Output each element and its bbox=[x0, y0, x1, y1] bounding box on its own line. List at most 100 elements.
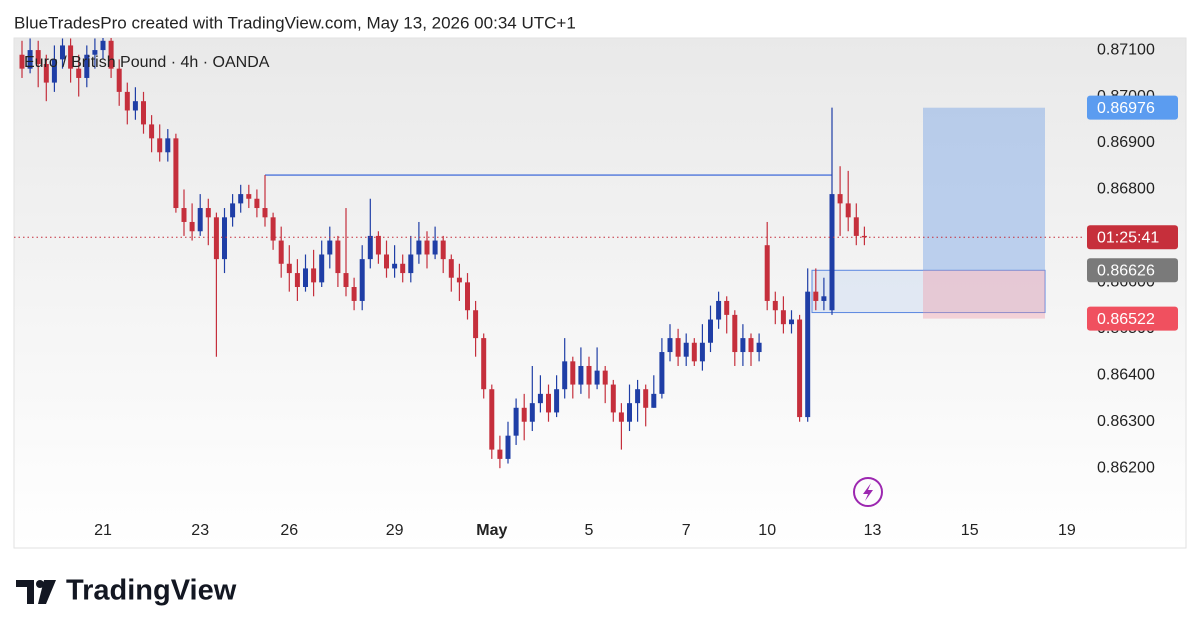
x-tick-label: 10 bbox=[758, 522, 776, 539]
candle-body bbox=[60, 45, 65, 60]
candle-body bbox=[448, 259, 454, 278]
candle-body bbox=[230, 203, 236, 218]
candle-body bbox=[108, 40, 114, 69]
candle-body bbox=[270, 217, 276, 241]
candle-body bbox=[691, 342, 697, 362]
candle-body bbox=[213, 217, 219, 260]
candle-body bbox=[562, 361, 568, 390]
chart-title: Euro / British Pound · 4h · OANDA bbox=[24, 54, 270, 71]
x-tick-label: 26 bbox=[280, 522, 298, 539]
x-tick-label: 29 bbox=[386, 522, 404, 539]
candle-body bbox=[618, 412, 624, 422]
candle-body bbox=[424, 240, 430, 255]
candle-body bbox=[594, 370, 600, 385]
candle-body bbox=[43, 64, 49, 83]
x-tick-label: 15 bbox=[961, 522, 979, 539]
candle-body bbox=[845, 203, 851, 218]
candle-body bbox=[813, 291, 819, 301]
candle-body bbox=[667, 338, 673, 353]
candle-body bbox=[181, 208, 187, 222]
candle-body bbox=[829, 194, 835, 311]
candle-body bbox=[724, 300, 730, 315]
stop-label: 0.86522 bbox=[1097, 311, 1155, 328]
candle-body bbox=[546, 393, 551, 413]
candle-body bbox=[643, 389, 649, 408]
candle-body bbox=[149, 124, 155, 139]
candle-body bbox=[797, 319, 803, 418]
stop-label-bg bbox=[1087, 306, 1178, 331]
candle-body bbox=[319, 254, 325, 283]
candle-body bbox=[238, 194, 244, 204]
y-tick-label: 0.86300 bbox=[1097, 413, 1155, 430]
candle-body bbox=[303, 268, 308, 288]
x-tick-label: 5 bbox=[585, 522, 594, 539]
candle-body bbox=[35, 50, 41, 65]
candle-body bbox=[789, 319, 794, 325]
candle-body bbox=[440, 240, 446, 260]
candle-body bbox=[748, 338, 754, 353]
candle-body bbox=[513, 407, 519, 436]
candle-body bbox=[165, 138, 171, 153]
candle-body bbox=[92, 50, 98, 55]
candle-body bbox=[861, 235, 867, 238]
target-box bbox=[923, 107, 1045, 271]
candle-body bbox=[189, 221, 195, 232]
y-tick-label: 0.87100 bbox=[1097, 41, 1155, 58]
target-label: 0.86976 bbox=[1097, 100, 1155, 117]
stop-box bbox=[923, 270, 1045, 319]
candle-body bbox=[772, 300, 778, 311]
countdown-label: 01:25:41 bbox=[1097, 230, 1159, 247]
lightning-icon bbox=[853, 477, 883, 507]
zone-box bbox=[811, 269, 1046, 314]
candle-body bbox=[359, 259, 365, 301]
candle-body bbox=[708, 319, 713, 343]
candle-body bbox=[837, 194, 843, 204]
candle-body bbox=[116, 68, 122, 92]
candle-body bbox=[335, 240, 341, 274]
candle-body bbox=[157, 138, 163, 153]
candle-body bbox=[392, 263, 398, 269]
candle-body bbox=[716, 300, 722, 320]
candle-body bbox=[764, 245, 770, 301]
candle-body bbox=[416, 240, 422, 255]
candle-body bbox=[740, 338, 746, 353]
candle-body bbox=[343, 273, 349, 288]
candle-body bbox=[351, 287, 357, 301]
candle-body bbox=[732, 314, 738, 353]
y-tick-label: 0.86900 bbox=[1097, 134, 1155, 151]
candle-body bbox=[610, 384, 616, 413]
candle-body bbox=[602, 370, 608, 385]
target-label-bg bbox=[1087, 95, 1178, 120]
candle-body bbox=[505, 435, 511, 459]
candle-body bbox=[100, 40, 106, 51]
y-tick-label: 0.86400 bbox=[1097, 366, 1155, 383]
countdown-label-bg bbox=[1087, 225, 1178, 250]
candle-body bbox=[473, 310, 479, 339]
x-tick-label: May bbox=[476, 522, 507, 539]
candle-body bbox=[675, 338, 681, 357]
candle-body bbox=[465, 282, 470, 311]
candle-body bbox=[683, 342, 689, 357]
candle-body bbox=[554, 389, 560, 413]
x-tick-label: 23 bbox=[191, 522, 209, 539]
candle-body bbox=[627, 403, 632, 422]
candle-body bbox=[132, 101, 138, 111]
candle-body bbox=[327, 240, 333, 255]
x-tick-label: 13 bbox=[864, 522, 882, 539]
x-tick-label: 19 bbox=[1058, 522, 1076, 539]
x-tick-label: 21 bbox=[94, 522, 112, 539]
candle-body bbox=[853, 217, 859, 236]
candle-body bbox=[246, 194, 252, 199]
candle-body bbox=[311, 268, 317, 283]
plot: 0.871000.870000.869000.868000.866000.865… bbox=[14, 38, 1178, 539]
chart-panel bbox=[13, 37, 1187, 549]
candle-body bbox=[51, 59, 57, 83]
candle-body bbox=[481, 338, 487, 390]
candle-body bbox=[456, 277, 462, 283]
candle-body bbox=[222, 217, 227, 260]
candle-body bbox=[84, 54, 90, 78]
candle-body bbox=[570, 361, 576, 385]
candle-body bbox=[521, 407, 527, 422]
candle-body bbox=[27, 50, 33, 69]
candle-body bbox=[408, 254, 414, 274]
